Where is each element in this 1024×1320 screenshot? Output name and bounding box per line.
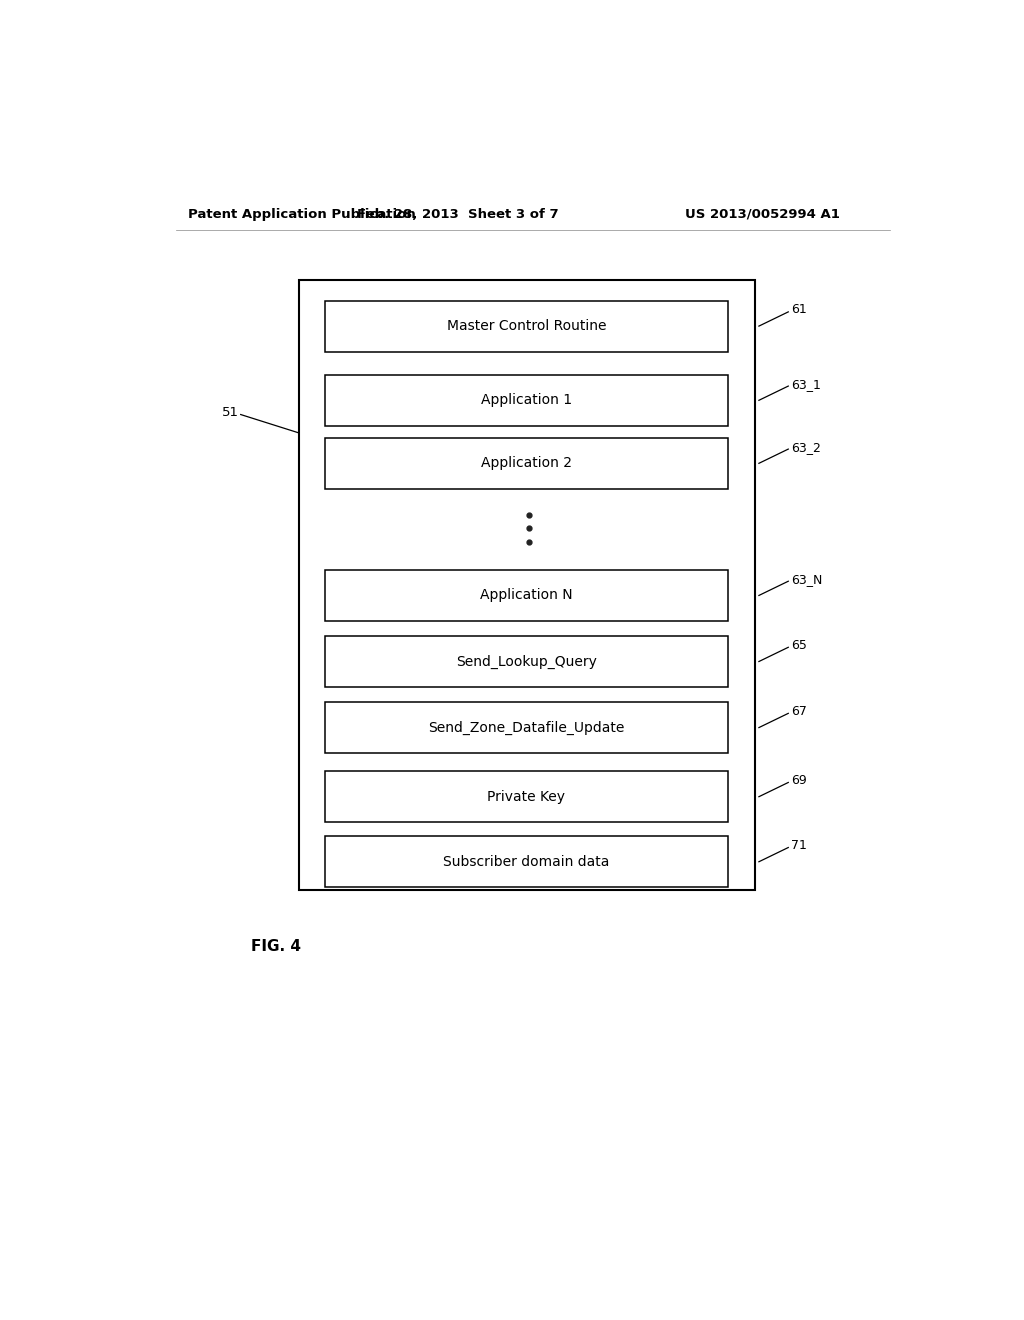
Text: 63_1: 63_1 bbox=[792, 378, 821, 391]
Text: US 2013/0052994 A1: US 2013/0052994 A1 bbox=[685, 207, 841, 220]
Text: Application N: Application N bbox=[480, 589, 572, 602]
Text: Send_Lookup_Query: Send_Lookup_Query bbox=[456, 655, 597, 669]
Bar bbox=[325, 375, 728, 426]
Text: 63_N: 63_N bbox=[792, 573, 823, 586]
Bar bbox=[325, 636, 728, 686]
Text: Patent Application Publication: Patent Application Publication bbox=[187, 207, 416, 220]
Bar bbox=[325, 837, 728, 887]
Text: 65: 65 bbox=[792, 639, 807, 652]
Text: Feb. 28, 2013  Sheet 3 of 7: Feb. 28, 2013 Sheet 3 of 7 bbox=[356, 207, 558, 220]
Text: 63_2: 63_2 bbox=[792, 441, 821, 454]
Text: Application 2: Application 2 bbox=[481, 457, 571, 470]
Bar bbox=[299, 280, 755, 890]
Text: Subscriber domain data: Subscriber domain data bbox=[443, 855, 609, 869]
Bar bbox=[325, 570, 728, 620]
Bar bbox=[325, 771, 728, 822]
Text: 71: 71 bbox=[792, 840, 807, 851]
Text: 67: 67 bbox=[792, 705, 807, 718]
Bar bbox=[325, 301, 728, 351]
Text: Master Control Routine: Master Control Routine bbox=[446, 319, 606, 333]
Text: 69: 69 bbox=[792, 774, 807, 787]
Text: Application 1: Application 1 bbox=[481, 393, 572, 408]
Text: 61: 61 bbox=[792, 304, 807, 317]
Bar bbox=[325, 438, 728, 488]
Text: 51: 51 bbox=[222, 407, 239, 418]
Text: Private Key: Private Key bbox=[487, 789, 565, 804]
Text: Send_Zone_Datafile_Update: Send_Zone_Datafile_Update bbox=[428, 721, 625, 735]
Text: FIG. 4: FIG. 4 bbox=[251, 939, 301, 953]
Bar bbox=[325, 702, 728, 752]
